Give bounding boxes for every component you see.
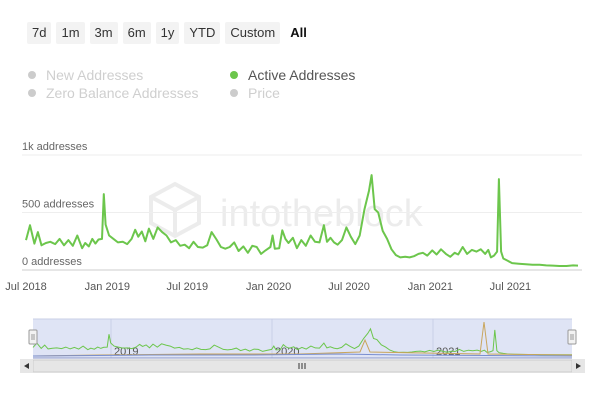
- arrow-right-icon: [576, 363, 581, 369]
- legend-dot: [28, 89, 36, 97]
- watermark-logo: [149, 181, 201, 239]
- legend-item-price[interactable]: Price: [230, 85, 280, 101]
- x-tick-label: Jul 2020: [328, 281, 370, 293]
- range-button-custom[interactable]: Custom: [225, 22, 281, 44]
- legend-label: Price: [248, 85, 280, 101]
- scrollbar: [20, 359, 585, 373]
- y-tick-label: 500 addresses: [22, 199, 95, 211]
- scroll-right-button[interactable]: [572, 359, 585, 373]
- watermark-text: intotheblock: [220, 193, 424, 235]
- legend-label: New Addresses: [46, 67, 144, 83]
- range-button-3m[interactable]: 3m: [89, 22, 118, 44]
- y-tick-label: 0 addresses: [22, 256, 82, 268]
- range-button-ytd[interactable]: YTD: [184, 22, 221, 44]
- legend-dot: [230, 71, 238, 79]
- x-tick-label: Jul 2021: [490, 281, 532, 293]
- y-axis: 0 addresses 500 addresses 1k addresses: [22, 141, 95, 268]
- x-tick-label: Jan 2020: [246, 281, 291, 293]
- legend-dot: [28, 71, 36, 79]
- arrow-left-icon: [24, 363, 29, 369]
- range-selector: 7d 1m 3m 6m 1y YTD Custom All: [27, 22, 312, 44]
- legend-item-active-addresses[interactable]: Active Addresses: [230, 67, 355, 83]
- x-tick-label: Jul 2018: [5, 281, 47, 293]
- range-button-1m[interactable]: 1m: [56, 22, 85, 44]
- range-button-6m[interactable]: 6m: [122, 22, 151, 44]
- scroll-left-button[interactable]: [20, 359, 33, 373]
- legend-item-zero-balance-addresses[interactable]: Zero Balance Addresses: [28, 85, 199, 101]
- grip-icon: [298, 363, 306, 369]
- range-button-7d[interactable]: 7d: [27, 22, 52, 44]
- legend-item-new-addresses[interactable]: New Addresses: [28, 67, 143, 83]
- x-tick-label: Jan 2019: [85, 281, 130, 293]
- navigator-handle-right[interactable]: [567, 329, 577, 345]
- range-button-1y[interactable]: 1y: [155, 22, 180, 44]
- navigator-handle-left[interactable]: [28, 329, 38, 345]
- navigator-series-line: [32, 327, 572, 356]
- chart-grid: [22, 154, 582, 271]
- legend-label: Active Addresses: [248, 67, 356, 83]
- series-line-active-addresses: [25, 174, 579, 267]
- legend-dot: [230, 89, 238, 97]
- x-axis: Jul 2018 Jan 2019 Jul 2019 Jan 2020 Jul 2020…: [5, 281, 531, 293]
- x-tick-label: Jan 2021: [408, 281, 453, 293]
- range-button-all[interactable]: All: [285, 22, 312, 44]
- y-tick-label: 1k addresses: [22, 141, 88, 153]
- legend-label: Zero Balance Addresses: [46, 85, 199, 101]
- navigator-series-line-secondary: [32, 353, 573, 357]
- x-tick-label: Jul 2019: [167, 281, 209, 293]
- navigator: 2019 2020 2021: [28, 318, 577, 359]
- watermark: intotheblock: [149, 181, 424, 239]
- navigator-series-line-price: [32, 321, 573, 357]
